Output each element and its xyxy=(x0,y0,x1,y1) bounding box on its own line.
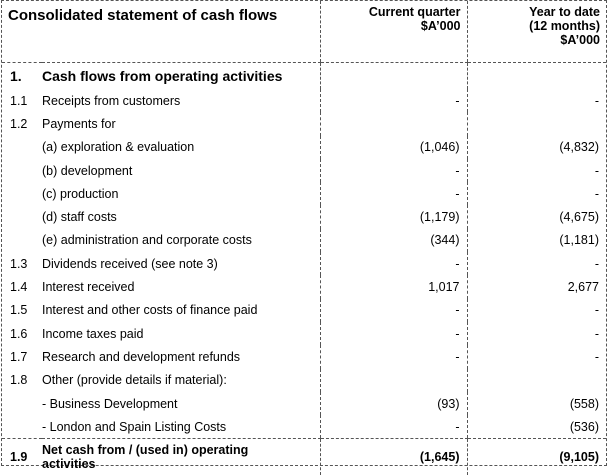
row-year-to-date: - xyxy=(466,345,606,369)
total-description-line-2: activities xyxy=(42,457,96,472)
table-row: 1.3 Dividends received (see note 3) - - xyxy=(2,252,606,276)
row-number: 1.7 xyxy=(10,349,28,364)
row-number xyxy=(2,205,42,228)
table-row: 1.6 Income taxes paid - - xyxy=(2,321,606,346)
row-year-to-date: - xyxy=(466,298,606,322)
total-current-quarter: (1,645) xyxy=(319,438,467,475)
table-row: (e) administration and corporate costs (… xyxy=(2,228,606,253)
row-description: Income taxes paid xyxy=(42,326,144,341)
row-current-quarter: - xyxy=(319,345,467,369)
row-description: - London and Spain Listing Costs xyxy=(42,415,320,440)
row-description: Cash flows from operating activities xyxy=(42,68,283,84)
row-number xyxy=(2,182,42,205)
row-current-quarter xyxy=(319,368,467,392)
row-description: Receipts from customers xyxy=(42,93,181,108)
table-row: 1. Cash flows from operating activities xyxy=(2,62,606,89)
row-current-quarter: - xyxy=(319,252,467,276)
row-current-quarter: - xyxy=(319,298,467,322)
row-description: (a) exploration & evaluation xyxy=(42,140,195,155)
row-year-to-date: - xyxy=(466,321,606,346)
total-row-number: 1.9 xyxy=(10,450,28,465)
row-description: Interest and other costs of finance paid xyxy=(42,303,258,318)
current-quarter-header: Current quarter $A’000 xyxy=(319,1,467,63)
table-row: (d) staff costs (1,179) (4,675) xyxy=(2,205,606,229)
row-current-quarter: - xyxy=(319,182,467,206)
row-current-quarter: - xyxy=(319,321,467,346)
row-year-to-date: - xyxy=(466,89,606,113)
row-description: (b) development xyxy=(42,163,133,178)
row-year-to-date: (4,832) xyxy=(466,135,606,159)
table-row: 1.5 Interest and other costs of finance … xyxy=(2,298,606,322)
row-year-to-date: (4,675) xyxy=(466,205,606,229)
table-row: 1.8 Other (provide details if material): xyxy=(2,368,606,392)
table-row: 1.4 Interest received 1,017 2,677 xyxy=(2,275,606,299)
row-description: Payments for xyxy=(42,116,116,131)
row-year-to-date: - xyxy=(466,252,606,276)
row-current-quarter: 1,017 xyxy=(319,275,467,299)
row-description: Interest received xyxy=(42,280,135,295)
statement-title: Consolidated statement of cash flows xyxy=(2,1,320,63)
row-current-quarter: - xyxy=(319,158,467,183)
row-number: 1.3 xyxy=(10,256,28,271)
table-header-row: Consolidated statement of cash flows Cur… xyxy=(2,1,606,63)
year-to-date-label: Year to date xyxy=(529,5,600,19)
year-to-date-unit: $A’000 xyxy=(560,33,600,47)
row-description: - Business Development xyxy=(42,396,178,411)
row-current-quarter xyxy=(319,112,467,136)
table-row: - London and Spain Listing Costs - (536) xyxy=(2,415,606,440)
row-year-to-date: (1,181) xyxy=(466,228,606,253)
row-year-to-date: - xyxy=(466,158,606,183)
row-number xyxy=(2,159,42,182)
table-row: - Business Development (93) (558) xyxy=(2,391,606,416)
row-number: 1. xyxy=(10,68,22,84)
row-current-quarter: (1,179) xyxy=(319,205,467,229)
current-quarter-unit: $A’000 xyxy=(420,19,461,33)
table-row: (b) development - - xyxy=(2,158,606,183)
table-row: 1.7 Research and development refunds - - xyxy=(2,345,606,369)
total-description-line-1: Net cash from / (used in) operating xyxy=(42,443,249,458)
row-description: Research and development refunds xyxy=(42,349,241,364)
table-row: (a) exploration & evaluation (1,046) (4,… xyxy=(2,135,606,159)
row-current-quarter: (344) xyxy=(319,228,467,253)
row-description: Other (provide details if material): xyxy=(42,373,227,388)
row-year-to-date: (558) xyxy=(466,391,606,416)
row-number: 1.5 xyxy=(10,303,28,318)
row-number: 1.6 xyxy=(10,326,28,341)
row-current-quarter: - xyxy=(319,89,467,113)
row-year-to-date xyxy=(466,62,606,89)
row-description: (d) staff costs xyxy=(42,210,117,225)
row-year-to-date: 2,677 xyxy=(466,275,606,299)
row-number xyxy=(2,392,42,415)
row-year-to-date xyxy=(466,112,606,136)
row-year-to-date: (536) xyxy=(466,415,606,440)
current-quarter-label: Current quarter xyxy=(368,5,461,19)
table-row: 1.2 Payments for xyxy=(2,112,606,136)
row-description: (c) production xyxy=(42,186,119,201)
total-row-description: Net cash from / (used in) operating acti… xyxy=(42,439,320,475)
year-to-date-header: Year to date (12 months) $A’000 xyxy=(466,1,606,63)
table-row: 1.1 Receipts from customers - - xyxy=(2,89,606,113)
row-current-quarter: - xyxy=(319,415,467,440)
row-number: 1.2 xyxy=(10,116,28,131)
row-number: 1.4 xyxy=(10,280,28,295)
total-row: 1.9 Net cash from / (used in) operating … xyxy=(2,438,606,475)
row-description: Dividends received (see note 3) xyxy=(42,256,218,271)
row-year-to-date: - xyxy=(466,182,606,206)
row-current-quarter xyxy=(319,62,467,89)
row-year-to-date xyxy=(466,368,606,392)
row-number: 1.1 xyxy=(10,93,28,108)
row-number: 1.8 xyxy=(10,373,28,388)
row-number xyxy=(2,136,42,159)
total-year-to-date: (9,105) xyxy=(466,438,606,475)
row-description: (e) administration and corporate costs xyxy=(42,233,252,248)
table-row: (c) production - - xyxy=(2,182,606,206)
row-current-quarter: (93) xyxy=(319,391,467,416)
row-current-quarter: (1,046) xyxy=(319,135,467,159)
row-number xyxy=(2,415,42,440)
row-number xyxy=(2,229,42,252)
year-to-date-period: (12 months) xyxy=(529,19,600,33)
